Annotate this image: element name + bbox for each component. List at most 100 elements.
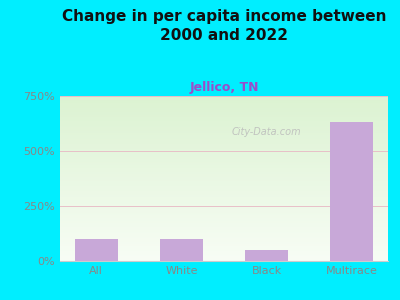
- Bar: [60, 245, 388, 246]
- Bar: [60, 143, 388, 144]
- Bar: [60, 226, 388, 227]
- Bar: [60, 191, 388, 192]
- Bar: [60, 189, 388, 190]
- Bar: [60, 152, 388, 153]
- Bar: [60, 151, 388, 152]
- Bar: [60, 210, 388, 211]
- Bar: [60, 160, 388, 161]
- Bar: [60, 107, 388, 108]
- Bar: [60, 260, 388, 261]
- Bar: [60, 136, 388, 137]
- Bar: [60, 202, 388, 203]
- Bar: [60, 193, 388, 194]
- Bar: [60, 123, 388, 124]
- Bar: [75, 239, 118, 261]
- Bar: [60, 139, 388, 140]
- Bar: [60, 124, 388, 125]
- Bar: [60, 228, 388, 229]
- Bar: [60, 227, 388, 228]
- Text: Change in per capita income between
2000 and 2022: Change in per capita income between 2000…: [62, 9, 386, 43]
- Bar: [60, 103, 388, 104]
- Bar: [60, 239, 388, 240]
- Bar: [60, 208, 388, 209]
- Bar: [60, 180, 388, 181]
- Bar: [60, 156, 388, 157]
- Bar: [60, 223, 388, 224]
- Bar: [60, 149, 388, 150]
- Bar: [60, 213, 388, 214]
- Bar: [60, 144, 388, 145]
- Bar: [60, 137, 388, 138]
- Bar: [60, 218, 388, 219]
- Bar: [60, 206, 388, 207]
- Bar: [60, 184, 388, 185]
- Bar: [60, 154, 388, 155]
- Bar: [60, 97, 388, 98]
- Bar: [60, 175, 388, 176]
- Bar: [60, 172, 388, 173]
- Bar: [60, 216, 388, 217]
- Bar: [60, 253, 388, 254]
- Text: City-Data.com: City-Data.com: [232, 127, 302, 137]
- Bar: [60, 256, 388, 257]
- Bar: [60, 104, 388, 105]
- Bar: [60, 234, 388, 235]
- Bar: [60, 212, 388, 213]
- Bar: [60, 140, 388, 141]
- Bar: [60, 257, 388, 258]
- Bar: [60, 243, 388, 244]
- Bar: [60, 111, 388, 112]
- Bar: [60, 161, 388, 162]
- Bar: [60, 138, 388, 139]
- Bar: [60, 171, 388, 172]
- Bar: [60, 117, 388, 118]
- Bar: [60, 244, 388, 245]
- Bar: [60, 232, 388, 233]
- Bar: [60, 142, 388, 143]
- Bar: [60, 146, 388, 147]
- Bar: [60, 112, 388, 113]
- Bar: [60, 251, 388, 252]
- Bar: [60, 96, 388, 97]
- Bar: [60, 224, 388, 225]
- Bar: [60, 249, 388, 250]
- Bar: [60, 141, 388, 142]
- Bar: [60, 153, 388, 154]
- Bar: [60, 217, 388, 218]
- Bar: [60, 211, 388, 212]
- Bar: [60, 100, 388, 101]
- Bar: [60, 229, 388, 230]
- Bar: [60, 102, 388, 103]
- Bar: [60, 250, 388, 251]
- Bar: [60, 174, 388, 175]
- Bar: [60, 135, 388, 136]
- Bar: [60, 158, 388, 159]
- Bar: [60, 108, 388, 109]
- Bar: [60, 159, 388, 160]
- Bar: [245, 250, 288, 261]
- Bar: [60, 240, 388, 241]
- Bar: [60, 203, 388, 204]
- Bar: [60, 129, 388, 130]
- Bar: [60, 121, 388, 122]
- Bar: [60, 177, 388, 178]
- Bar: [60, 116, 388, 117]
- Bar: [60, 220, 388, 221]
- Bar: [60, 131, 388, 132]
- Bar: [60, 178, 388, 179]
- Bar: [160, 239, 203, 261]
- Bar: [60, 168, 388, 169]
- Bar: [60, 254, 388, 255]
- Bar: [60, 225, 388, 226]
- Bar: [60, 230, 388, 231]
- Bar: [60, 99, 388, 100]
- Bar: [60, 221, 388, 222]
- Bar: [60, 186, 388, 187]
- Bar: [60, 183, 388, 184]
- Bar: [60, 106, 388, 107]
- Bar: [60, 236, 388, 237]
- Bar: [60, 238, 388, 239]
- Bar: [60, 128, 388, 129]
- Bar: [60, 194, 388, 195]
- Bar: [60, 252, 388, 253]
